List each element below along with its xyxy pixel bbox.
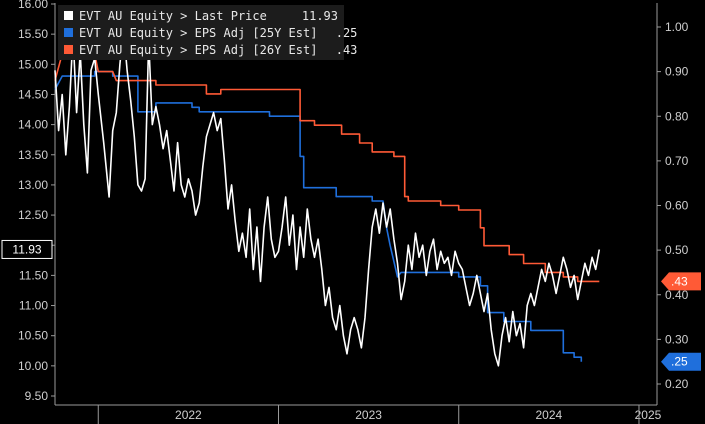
legend: EVT AU Equity > Last Price 11.93 EVT AU … <box>58 5 357 60</box>
legend-item-last-price: EVT AU Equity > Last Price 11.93 <box>64 7 338 24</box>
last-value-tags: 11.93 .25 .43 <box>1 239 701 371</box>
legend-swatch-last-price <box>64 11 73 20</box>
y-left-tick-label: 15.00 <box>18 57 48 71</box>
legend-value-eps-26y: .43 <box>335 42 358 57</box>
y-left-tick-label: 16.00 <box>18 0 48 11</box>
y-right-tick-label: 0.50 <box>665 243 689 257</box>
y-left-tick-label: 11.50 <box>19 268 48 282</box>
series-line-2 <box>54 53 600 283</box>
price-tag-box <box>1 239 53 259</box>
y-left-tick-label: 10.00 <box>18 359 48 373</box>
eps-tag-label-2: .43 <box>671 274 688 288</box>
y-left-tick-label: 13.00 <box>18 178 48 192</box>
y-right-tick-label: 1.00 <box>665 20 689 34</box>
y-left-tick-label: 11.00 <box>19 299 48 313</box>
y-right-tick-label: 0.70 <box>665 154 689 168</box>
price-tag-label: 11.93 <box>12 242 41 256</box>
y-left-tick-label: 15.50 <box>18 27 48 41</box>
y-right-tick-label: 0.90 <box>665 65 689 79</box>
y-left-tick-label: 10.50 <box>18 329 48 343</box>
legend-item-eps-26y: EVT AU Equity > EPS Adj [26Y Est] .43 <box>64 41 357 58</box>
axes: 9.5010.0010.5011.0011.5012.0012.5013.001… <box>18 0 689 424</box>
y-right-tick-label: 0.80 <box>665 109 689 123</box>
legend-value-eps-25y: .25 <box>335 25 358 40</box>
y-right-tick-label: 0.30 <box>665 332 689 346</box>
y-left-tick-label: 12.50 <box>18 208 48 222</box>
legend-swatch-eps-25y <box>64 28 73 37</box>
legend-swatch-eps-26y <box>64 45 73 54</box>
x-tick-label: 2023 <box>355 408 382 422</box>
y-left-tick-label: 9.50 <box>25 389 49 403</box>
eps-tag-box-2 <box>661 272 701 291</box>
x-tick-label: 2024 <box>536 408 563 422</box>
legend-item-eps-25y: EVT AU Equity > EPS Adj [25Y Est] .25 <box>64 24 357 41</box>
legend-label-last-price: EVT AU Equity > Last Price <box>79 8 267 23</box>
x-tick-label: 2025 <box>635 408 662 422</box>
eps-tag-label-1: .25 <box>671 355 688 369</box>
series-line-1 <box>54 70 583 362</box>
y-left-tick-label: 14.50 <box>18 87 48 101</box>
y-right-tick-label: 0.40 <box>665 288 689 302</box>
y-left-tick-label: 13.50 <box>18 148 48 162</box>
series-lines <box>54 27 601 367</box>
y-right-tick-label: 0.20 <box>665 377 689 391</box>
legend-label-eps-26y: EVT AU Equity > EPS Adj [26Y Est] <box>79 42 318 57</box>
series-line-0 <box>54 27 601 367</box>
eps-tag-box-1 <box>661 352 701 371</box>
y-right-tick-label: 0.60 <box>665 199 689 213</box>
legend-value-last-price: 11.93 <box>301 8 338 23</box>
y-left-tick-label: 14.00 <box>18 118 48 132</box>
x-tick-label: 2022 <box>175 408 202 422</box>
legend-label-eps-25y: EVT AU Equity > EPS Adj [25Y Est] <box>79 25 318 40</box>
